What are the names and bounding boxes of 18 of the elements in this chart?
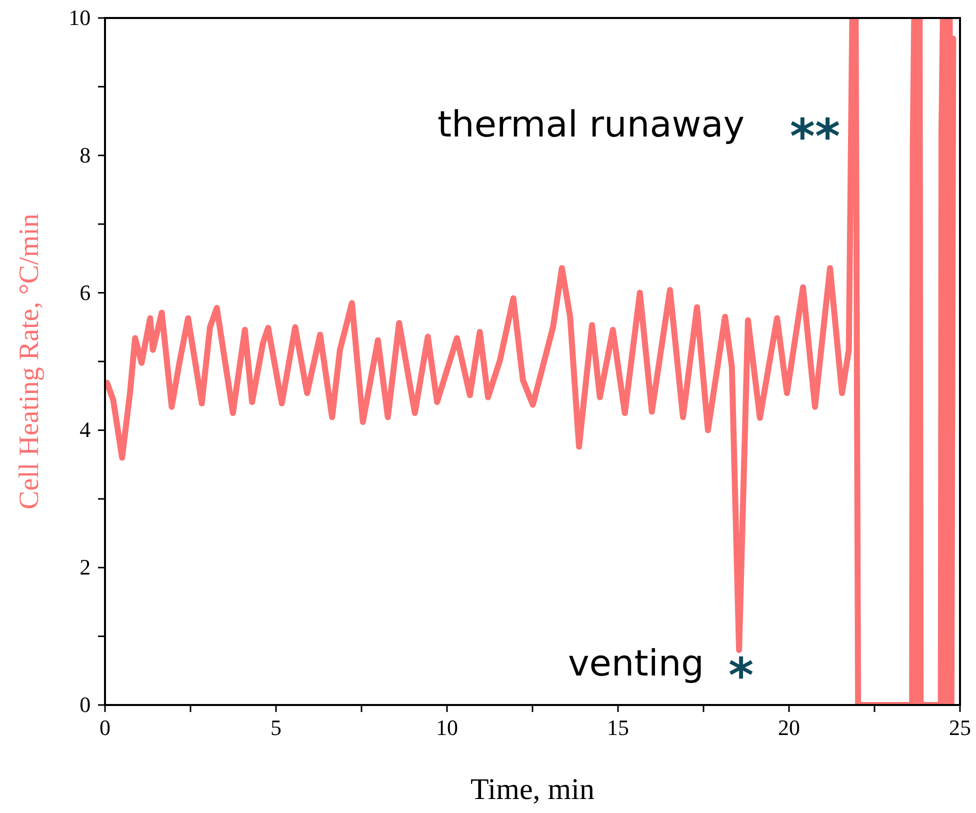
x-tick-label: 0 [100, 714, 110, 740]
y-tick-label: 2 [80, 554, 91, 580]
x-axis-title: Time, min [470, 773, 594, 806]
annotation: * [728, 648, 754, 704]
y-tick-label: 6 [80, 280, 91, 305]
x-tick-label: 20 [778, 714, 800, 740]
y-tick-label: 8 [80, 142, 91, 168]
x-tick-label: 5 [270, 714, 282, 740]
x-tick-label: 25 [949, 714, 971, 740]
x-tick-label: 10 [436, 714, 458, 740]
y-tick-label: 10 [68, 5, 91, 30]
y-axis-title: Cell Heating Rate, °C/min [14, 214, 45, 510]
y-tick-label: 0 [80, 692, 91, 718]
annotation: ** [790, 108, 840, 165]
annotation: venting [568, 644, 704, 685]
y-tick-label: 4 [80, 417, 91, 442]
annotation: thermal runaway [437, 104, 745, 146]
x-tick-label: 15 [607, 714, 629, 740]
